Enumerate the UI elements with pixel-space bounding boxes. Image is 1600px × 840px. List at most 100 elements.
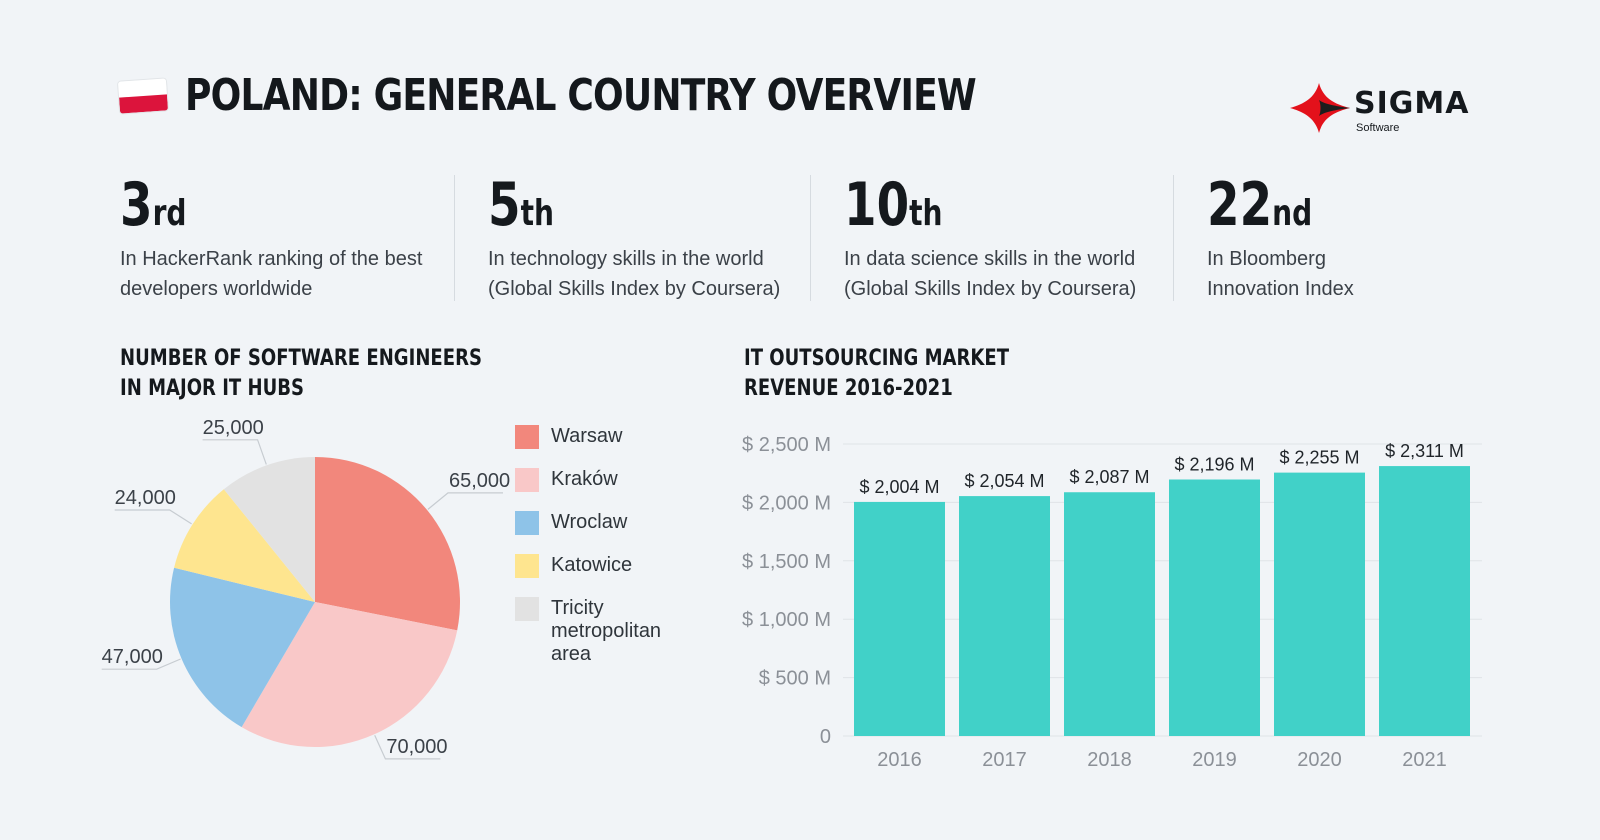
stat-line: Innovation Index xyxy=(1207,278,1354,300)
title-line: IT OUTSOURCING MARKET xyxy=(744,346,1010,371)
stat-rank: 22nd xyxy=(1207,170,1321,240)
bar-2017 xyxy=(959,496,1050,736)
title-line: REVENUE 2016-2021 xyxy=(744,376,953,401)
logo-subtitle: Software xyxy=(1356,122,1400,134)
pie-leader-line xyxy=(114,509,192,525)
pie-slice-tricity xyxy=(223,457,315,602)
bar-chart: 0 $ 500 M $ 1,000 M $ 1,500 M $ 2,000 M $ 2,5… xyxy=(742,434,1482,770)
pie-legend: Warsaw Kraków Wroclaw Katowice Tricity m… xyxy=(515,425,681,685)
pie-value-label: 47,000 xyxy=(102,646,163,668)
x-tick-label: 2016 xyxy=(877,749,922,770)
logo-wordmark: SIGMA xyxy=(1354,86,1470,121)
bar-value-label: $ 2,311 M xyxy=(1385,441,1464,461)
pie-value-label: 65,000 xyxy=(449,470,510,492)
pie-chart: 65,000 70,000 47,000 24,000 25,000 xyxy=(101,417,510,760)
x-tick-label: 2021 xyxy=(1402,749,1447,770)
legend-swatch xyxy=(515,468,539,492)
stat-hackerrank: 3rd In HackerRank ranking of the best dev… xyxy=(120,170,422,304)
legend-swatch xyxy=(515,425,539,449)
stat-divider xyxy=(454,175,455,301)
pie-leader-line xyxy=(374,734,441,760)
title-line: IN MAJOR IT HUBS xyxy=(120,376,305,401)
y-tick-label: $ 1,500 M xyxy=(742,551,831,573)
header: POLAND: GENERAL COUNTRY OVERVIEW xyxy=(117,70,1150,121)
legend-item: Katowice xyxy=(515,554,681,578)
x-tick-label: 2018 xyxy=(1087,749,1132,770)
bar-value-label: $ 2,087 M xyxy=(1069,467,1149,487)
stat-description: In data science skills in the world (Glob… xyxy=(844,244,1136,304)
legend-label: Tricity metropolitan area xyxy=(551,597,662,665)
legend-label: Katowice xyxy=(551,554,633,576)
bar-value-label: $ 2,255 M xyxy=(1279,448,1359,468)
stat-rank: 10th xyxy=(844,170,1072,240)
legend-swatch xyxy=(515,511,539,535)
stat-line: developers worldwide xyxy=(120,278,313,300)
stat-description: In technology skills in the world (Global… xyxy=(488,244,780,304)
pie-leader-line xyxy=(101,658,181,670)
stat-description: In Bloomberg Innovation Index xyxy=(1207,244,1354,304)
pie-slice-wroclaw xyxy=(170,567,315,728)
stat-number: 5 xyxy=(488,170,521,240)
y-tick-label: 0 xyxy=(820,726,831,748)
bar-2018 xyxy=(1064,492,1155,736)
stat-data-science: 10th In data science skills in the world… xyxy=(844,170,1136,304)
pie-leader-line xyxy=(427,492,503,510)
pie-value-label: 25,000 xyxy=(203,417,264,439)
flag-red-stripe xyxy=(119,93,169,114)
x-tick-label: 2017 xyxy=(982,749,1027,770)
stat-line: In technology skills in the world xyxy=(488,248,764,270)
legend-item: Wroclaw xyxy=(515,511,681,535)
legend-label: Wroclaw xyxy=(551,511,628,533)
stat-line: In Bloomberg xyxy=(1207,248,1326,270)
stat-divider xyxy=(810,175,811,301)
bar-value-label: $ 2,054 M xyxy=(964,471,1044,491)
stat-line: In data science skills in the world xyxy=(844,248,1136,270)
pie-slice-krakow xyxy=(241,602,458,748)
pie-leader-line xyxy=(202,439,267,465)
stat-rank: 3rd xyxy=(120,170,356,240)
stat-technology: 5th In technology skills in the world (Gl… xyxy=(488,170,780,304)
bar-value-label: $ 2,004 M xyxy=(859,477,939,497)
stat-description: In HackerRank ranking of the best develop… xyxy=(120,244,422,304)
legend-item: Tricity metropolitan area xyxy=(515,597,681,666)
page-title: POLAND: GENERAL COUNTRY OVERVIEW xyxy=(185,70,977,121)
poland-flag-icon xyxy=(117,77,169,114)
sigma-diamond-icon xyxy=(1290,83,1350,133)
legend-swatch xyxy=(515,554,539,578)
x-tick-label: 2019 xyxy=(1192,749,1237,770)
bar-chart-title: IT OUTSOURCING MARKET REVENUE 2016-2021 xyxy=(744,344,1009,404)
stat-rank: 5th xyxy=(488,170,716,240)
bar-2021 xyxy=(1379,466,1470,736)
legend-label: Kraków xyxy=(551,468,618,490)
stat-number: 22 xyxy=(1207,170,1273,240)
bar-2016 xyxy=(854,501,945,736)
stat-line: In HackerRank ranking of the best xyxy=(120,248,423,270)
stat-number: 10 xyxy=(844,170,910,240)
legend-item: Warsaw xyxy=(515,425,681,449)
stat-line: (Global Skills Index by Coursera) xyxy=(488,278,781,300)
stat-suffix: th xyxy=(909,193,943,234)
legend-swatch xyxy=(515,597,539,621)
stat-bloomberg: 22nd In Bloomberg Innovation Index xyxy=(1207,170,1354,304)
pie-value-label: 24,000 xyxy=(115,487,176,509)
pie-slice-katowice xyxy=(174,489,315,602)
stat-suffix: nd xyxy=(1272,193,1313,234)
legend-label: Warsaw xyxy=(551,425,623,447)
pie-chart-title: NUMBER OF SOFTWARE ENGINEERS IN MAJOR IT… xyxy=(120,344,482,404)
legend-item: Kraków xyxy=(515,468,681,492)
sigma-logo: SIGMA Software xyxy=(1290,80,1480,136)
y-tick-label: $ 2,500 M xyxy=(742,434,831,456)
x-tick-label: 2020 xyxy=(1297,749,1342,770)
stat-number: 3 xyxy=(120,170,153,240)
y-tick-label: $ 500 M xyxy=(759,668,831,690)
stat-divider xyxy=(1173,175,1174,301)
pie-value-label: 70,000 xyxy=(386,736,447,758)
stat-suffix: rd xyxy=(152,193,187,234)
title-line: NUMBER OF SOFTWARE ENGINEERS xyxy=(120,346,482,371)
pie-slice-warsaw xyxy=(315,457,461,631)
bar-value-label: $ 2,196 M xyxy=(1174,455,1254,475)
bar-2020 xyxy=(1274,472,1365,736)
stat-suffix: th xyxy=(520,193,554,234)
y-tick-label: $ 1,000 M xyxy=(742,609,831,631)
stat-line: (Global Skills Index by Coursera) xyxy=(844,278,1137,300)
